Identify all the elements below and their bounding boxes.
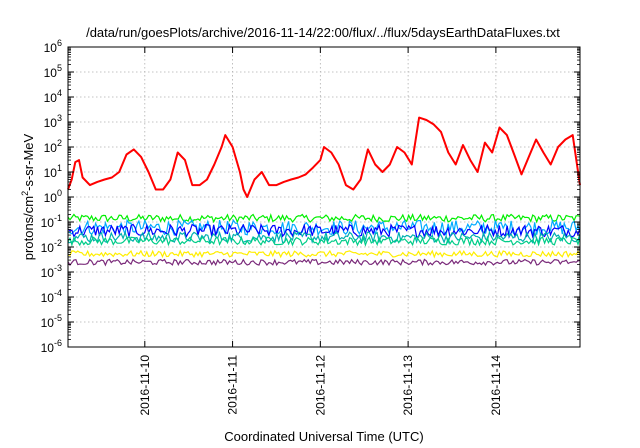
y-axis-title-base: protons/cm — [21, 196, 36, 260]
y-tick-base: 10 — [41, 291, 55, 305]
grid-lines — [68, 47, 580, 347]
y-tick-base: 10 — [41, 216, 55, 230]
y-tick-base: 10 — [41, 316, 55, 330]
series-line — [67, 258, 581, 267]
y-tick-exp: -6 — [54, 338, 62, 348]
y-tick-label: 104 — [44, 88, 62, 105]
series-band-1 — [67, 212, 581, 224]
series-band-4 — [67, 230, 581, 245]
y-tick-label: 102 — [44, 138, 62, 155]
y-tick-label: 103 — [44, 113, 62, 130]
y-tick-base: 10 — [44, 41, 58, 55]
y-tick-base: 10 — [41, 341, 55, 355]
series-main — [67, 116, 581, 198]
series-line — [67, 116, 581, 198]
y-tick-exp: -5 — [54, 313, 62, 323]
x-tick-label: 2016-11-11 — [226, 355, 240, 415]
x-tick-label: 2016-11-14 — [489, 355, 503, 416]
y-tick-label: 101 — [44, 163, 62, 180]
y-tick-base: 10 — [41, 241, 55, 255]
y-tick-label: 10-6 — [41, 338, 62, 355]
x-tick-label: 2016-11-13 — [401, 355, 415, 416]
series-line — [67, 222, 581, 239]
y-tick-exp: 5 — [57, 63, 62, 73]
y-axis-title-sup: 2 — [20, 191, 30, 196]
series-line — [67, 218, 581, 237]
series-band-6 — [67, 249, 581, 259]
y-tick-base: 10 — [44, 166, 58, 180]
y-tick-label: 100 — [44, 188, 62, 205]
y-tick-label: 10-3 — [41, 263, 62, 280]
y-axis-title: protons/cm2-s-sr-MeV — [20, 133, 36, 260]
series-line — [67, 249, 581, 259]
series-line — [67, 212, 581, 224]
chart-title: /data/run/goesPlots/archive/2016-11-14/2… — [86, 25, 560, 40]
y-tick-exp: -3 — [54, 263, 62, 273]
series-layer — [67, 116, 581, 267]
x-axis-title: Coordinated Universal Time (UTC) — [224, 429, 423, 444]
series-band-3 — [67, 222, 581, 239]
y-tick-exp: 0 — [57, 188, 62, 198]
y-tick-label: 106 — [44, 38, 62, 55]
y-tick-label: 10-2 — [41, 238, 62, 255]
y-tick-label: 10-5 — [41, 313, 62, 330]
series-band-2 — [67, 218, 581, 237]
y-tick-base: 10 — [44, 141, 58, 155]
y-tick-label: 10-1 — [41, 213, 62, 230]
series-line — [67, 235, 581, 248]
y-tick-exp: 2 — [57, 138, 62, 148]
y-axis-title-rest: -s-sr-MeV — [21, 133, 36, 190]
x-tick-label: 2016-11-10 — [138, 355, 152, 416]
y-tick-label: 105 — [44, 63, 62, 80]
y-tick-exp: 1 — [57, 163, 62, 173]
y-tick-exp: 3 — [57, 113, 62, 123]
y-tick-base: 10 — [41, 266, 55, 280]
x-tick-label: 2016-11-12 — [313, 355, 327, 416]
y-tick-exp: 6 — [57, 38, 62, 48]
y-tick-base: 10 — [44, 66, 58, 80]
y-tick-base: 10 — [44, 191, 58, 205]
axis-layer: 10-610-510-410-310-210-11001011021031041… — [41, 38, 580, 416]
y-tick-exp: -4 — [54, 288, 62, 298]
series-band-7 — [67, 258, 581, 267]
series-line — [67, 230, 581, 245]
y-tick-exp: 4 — [57, 88, 62, 98]
y-tick-exp: -2 — [54, 238, 62, 248]
y-tick-base: 10 — [44, 91, 58, 105]
y-tick-base: 10 — [44, 116, 58, 130]
y-tick-exp: -1 — [54, 213, 62, 223]
y-tick-label: 10-4 — [41, 288, 62, 305]
series-band-5 — [67, 235, 581, 248]
